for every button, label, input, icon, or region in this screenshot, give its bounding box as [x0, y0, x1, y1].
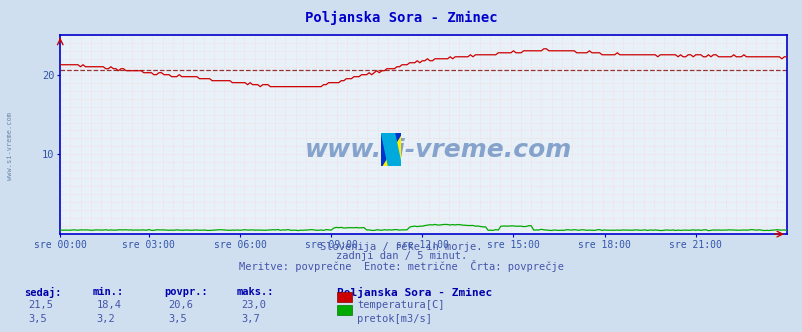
Text: 18,4: 18,4 — [96, 300, 121, 310]
Text: povpr.:: povpr.: — [164, 287, 208, 297]
Text: 3,2: 3,2 — [96, 314, 115, 324]
Text: 21,5: 21,5 — [28, 300, 53, 310]
Text: www.si-vreme.com: www.si-vreme.com — [7, 112, 14, 180]
Text: 3,5: 3,5 — [28, 314, 47, 324]
Text: zadnji dan / 5 minut.: zadnji dan / 5 minut. — [335, 251, 467, 261]
Text: Slovenija / reke in morje.: Slovenija / reke in morje. — [320, 242, 482, 252]
Text: sedaj:: sedaj: — [24, 287, 62, 298]
Text: 23,0: 23,0 — [241, 300, 265, 310]
Polygon shape — [381, 133, 401, 166]
Text: Poljanska Sora - Zminec: Poljanska Sora - Zminec — [305, 11, 497, 25]
Text: min.:: min.: — [92, 287, 124, 297]
Text: Poljanska Sora - Zminec: Poljanska Sora - Zminec — [337, 287, 492, 298]
Text: www.si-vreme.com: www.si-vreme.com — [304, 138, 571, 162]
Text: pretok[m3/s]: pretok[m3/s] — [357, 314, 431, 324]
Text: temperatura[C]: temperatura[C] — [357, 300, 444, 310]
Text: 3,7: 3,7 — [241, 314, 259, 324]
Text: 20,6: 20,6 — [168, 300, 193, 310]
Text: maks.:: maks.: — [237, 287, 274, 297]
Polygon shape — [381, 133, 401, 166]
Text: Meritve: povprečne  Enote: metrične  Črta: povprečje: Meritve: povprečne Enote: metrične Črta:… — [239, 260, 563, 272]
Polygon shape — [381, 133, 401, 166]
Text: 3,5: 3,5 — [168, 314, 187, 324]
